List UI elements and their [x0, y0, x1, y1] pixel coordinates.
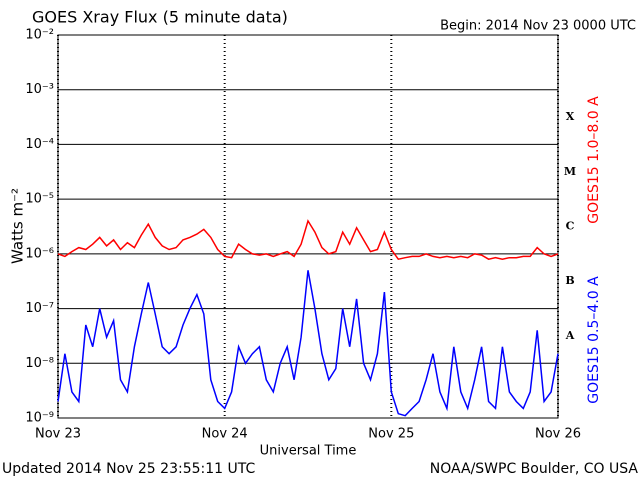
x-tick-label: Nov 26	[535, 427, 581, 442]
y-tick-label: 10⁻⁷	[25, 301, 54, 316]
flare-class-label: X	[566, 110, 575, 123]
footer-left: Updated 2014 Nov 25 23:55:11 UTC	[2, 461, 255, 477]
x-tick-label: Nov 25	[368, 427, 414, 442]
y-tick-label: 10⁻⁹	[25, 411, 54, 426]
flare-class-label: B	[565, 274, 574, 287]
y-tick-label: 10⁻³	[25, 82, 54, 97]
y-tick-label: 10⁻⁵	[25, 192, 54, 207]
flare-class-label: M	[564, 165, 576, 178]
y-tick-label: 10⁻⁸	[25, 356, 54, 371]
y-tick-label: 10⁻²	[25, 28, 54, 43]
legend-entry: GOES15 1.0–8.0 A	[586, 96, 602, 224]
y-tick-label: 10⁻⁴	[25, 137, 54, 152]
series-line	[57, 219, 559, 261]
flare-class-label: A	[565, 329, 575, 342]
legend-entry: GOES15 0.5–4.0 A	[586, 276, 602, 404]
y-tick-label: 10⁻⁶	[25, 246, 54, 261]
footer-right: NOAA/SWPC Boulder, CO USA	[430, 461, 639, 477]
chart-title: GOES Xray Flux (5 minute data)	[32, 8, 288, 27]
x-axis-label: Universal Time	[260, 444, 357, 459]
plot-frame	[57, 34, 559, 419]
x-tick-label: Nov 24	[202, 427, 248, 442]
flare-class-label: C	[566, 220, 575, 233]
y-axis-label: Watts m⁻²	[9, 188, 27, 264]
series-line	[57, 270, 559, 417]
x-tick-label: Nov 23	[35, 427, 81, 442]
chart-subtitle: Begin: 2014 Nov 23 0000 UTC	[440, 19, 636, 34]
